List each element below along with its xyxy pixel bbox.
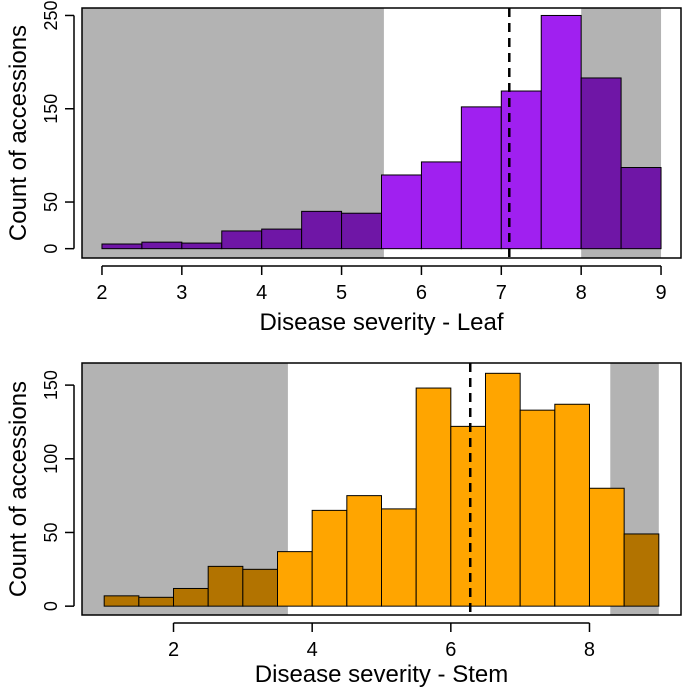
stem-bar-11 <box>450 425 486 607</box>
stem-y-tick-label: 100 <box>41 444 61 474</box>
leaf-bar-8 <box>381 174 422 250</box>
stem-y-axis: 0 50 100 150 <box>41 370 75 611</box>
stem-bar-15 <box>588 487 625 607</box>
stem-y-axis-label: Count of accessions <box>5 381 32 597</box>
stem-plot-frame <box>81 362 682 616</box>
leaf-y-axis-label: Count of accessions <box>5 25 32 241</box>
leaf-bar-3 <box>181 242 223 250</box>
stem-bar-3 <box>173 587 209 607</box>
stem-bar-7 <box>311 509 348 607</box>
stem-x-tick-label: 4 <box>307 639 318 661</box>
stem-x-axis-label: Disease severity - Stem <box>255 661 508 688</box>
leaf-bar-5 <box>261 228 303 250</box>
leaf-bar-7 <box>341 212 383 250</box>
stem-bar-5 <box>242 568 279 607</box>
leaf-bar-14 <box>620 167 662 250</box>
stem-bar-13 <box>519 409 556 607</box>
leaf-x-tick-label: 2 <box>96 282 107 304</box>
stem-bar-1 <box>103 595 140 607</box>
leaf-y-tick-label: 150 <box>41 94 61 124</box>
stem-bar-14 <box>554 403 590 607</box>
stem-bar-16 <box>623 533 660 607</box>
stem-x-axis: 2 4 6 8 <box>168 622 595 661</box>
leaf-y-axis: 0 50 150 250 <box>41 0 75 254</box>
leaf-x-axis-label: Disease severity - Leaf <box>259 309 503 336</box>
leaf-bar-11 <box>500 90 542 250</box>
stem-y-tick-label: 150 <box>41 370 61 400</box>
stem-bars <box>103 372 660 607</box>
leaf-plot-frame <box>81 7 682 259</box>
leaf-y-tick-label: 250 <box>41 0 61 30</box>
leaf-x-tick-label: 7 <box>496 282 507 304</box>
leaf-y-tick-label: 0 <box>41 244 61 254</box>
stem-bar-4 <box>207 565 244 607</box>
leaf-x-tick-label: 6 <box>416 282 427 304</box>
leaf-bar-10 <box>460 106 502 250</box>
stem-bar-10 <box>415 387 452 607</box>
stem-bar-2 <box>138 596 175 607</box>
leaf-bar-6 <box>301 210 343 250</box>
stem-y-tick-label: 50 <box>41 522 61 542</box>
leaf-histogram-panel: 2 3 4 5 6 7 8 9 0 50 150 250 Disease severity - Le… <box>5 0 682 336</box>
leaf-x-tick-label: 9 <box>655 282 666 304</box>
stem-bar-12 <box>484 372 521 607</box>
leaf-bars <box>101 14 662 250</box>
stem-x-tick-label: 6 <box>445 639 456 661</box>
leaf-x-tick-label: 5 <box>336 282 347 304</box>
leaf-x-axis: 2 3 4 5 6 7 8 9 <box>96 265 667 304</box>
stem-y-tick-label: 0 <box>41 601 61 611</box>
leaf-bar-4 <box>221 230 263 250</box>
leaf-y-tick-label: 50 <box>41 192 61 212</box>
leaf-bar-2 <box>141 241 183 250</box>
stem-bar-9 <box>381 508 417 607</box>
leaf-bar-13 <box>580 77 622 250</box>
stem-bar-6 <box>277 551 313 607</box>
leaf-bar-9 <box>420 161 462 250</box>
leaf-x-tick-label: 4 <box>256 282 267 304</box>
leaf-x-tick-label: 3 <box>176 282 187 304</box>
stem-histogram-panel: 2 4 6 8 0 50 100 150 Disease severity - Stem C… <box>5 362 682 688</box>
stem-x-tick-label: 2 <box>168 639 179 661</box>
stem-bar-8 <box>346 495 383 607</box>
leaf-bar-1 <box>101 243 143 250</box>
leaf-bar-12 <box>540 14 582 250</box>
stem-x-tick-label: 8 <box>584 639 595 661</box>
leaf-x-tick-label: 8 <box>576 282 587 304</box>
